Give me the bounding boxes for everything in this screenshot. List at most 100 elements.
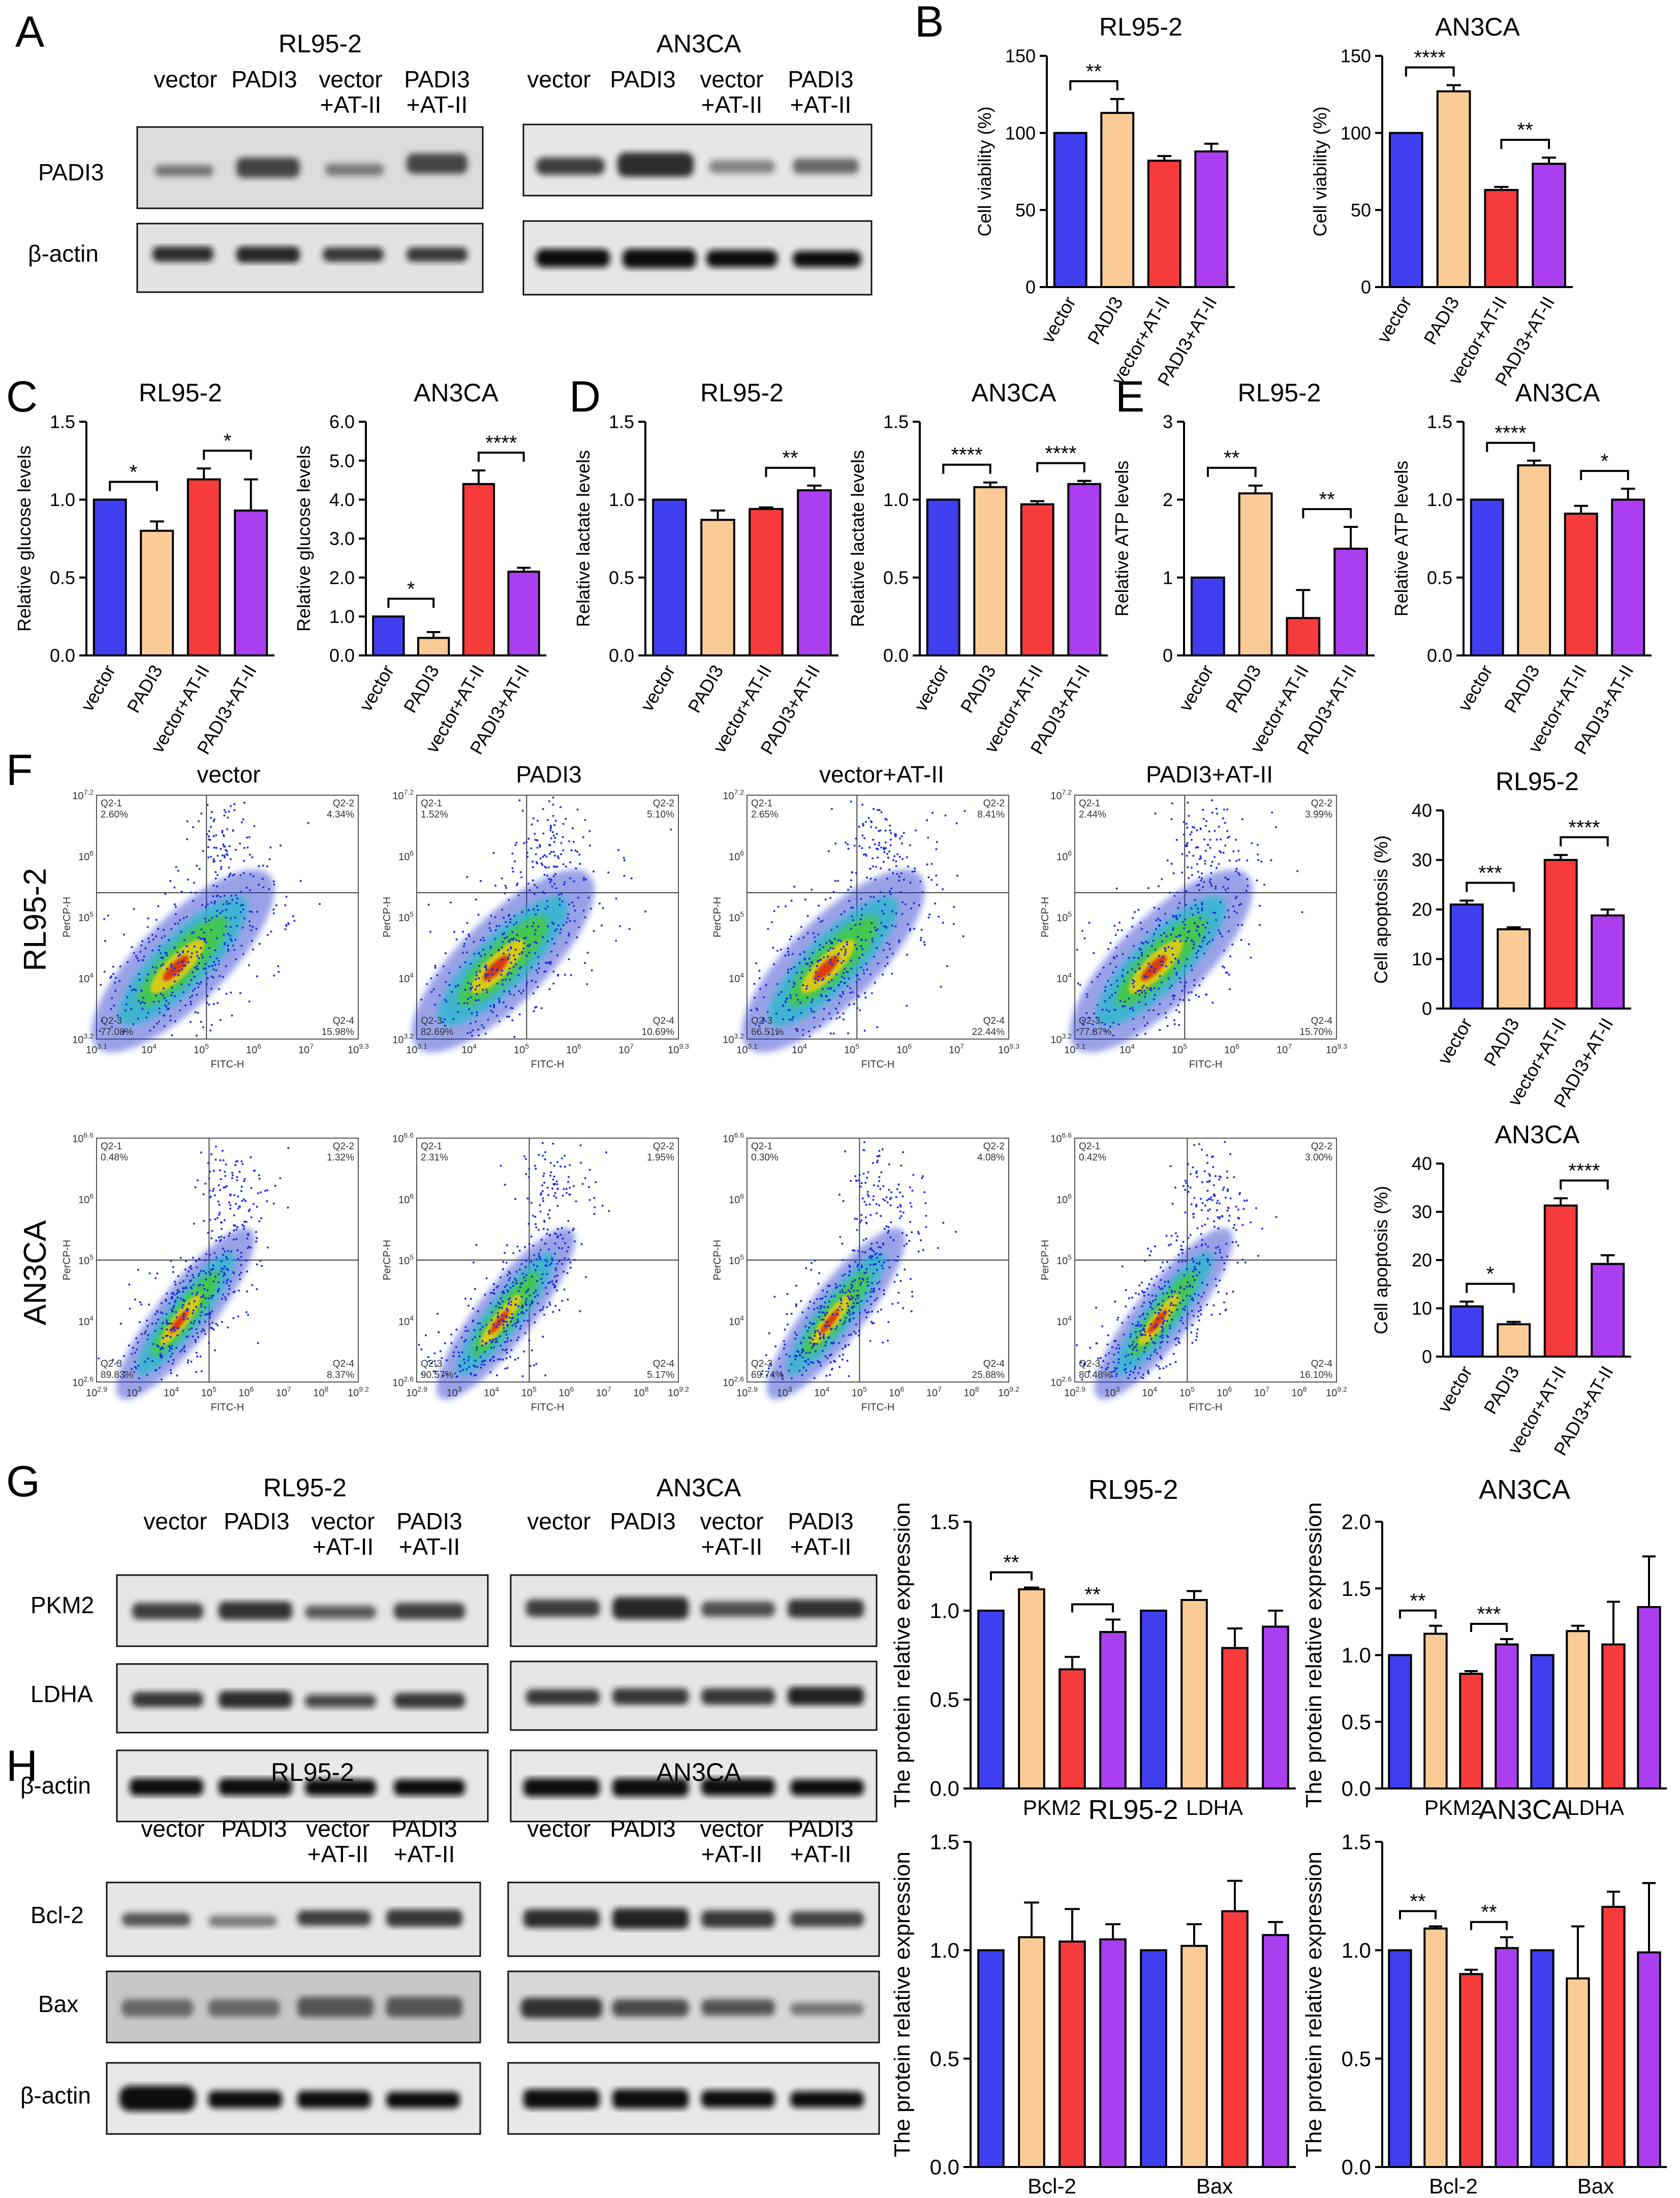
- scatter-dot: [524, 1246, 526, 1248]
- scatter-dot: [535, 913, 537, 916]
- scatter-dot: [462, 1358, 465, 1361]
- scatter-dot: [479, 880, 482, 882]
- quadrant-name: Q2-4: [983, 1359, 1005, 1369]
- scatter-dot: [1219, 1279, 1221, 1282]
- scatter-dot: [873, 1195, 875, 1198]
- scatter-dot: [1224, 822, 1226, 824]
- scatter-dot: [498, 999, 501, 1002]
- scatter-dot: [208, 830, 210, 832]
- scatter-dot: [1097, 976, 1099, 978]
- scatter-dot: [1179, 914, 1181, 917]
- scatter-dot: [800, 1300, 802, 1302]
- blot-band: [612, 2089, 689, 2109]
- scatter-dot: [849, 991, 852, 994]
- scatter-dot: [1181, 1322, 1184, 1325]
- scatter-dot: [1125, 1289, 1127, 1292]
- y-axis-label: Relative lactate levels: [573, 450, 594, 627]
- scatter-dot: [504, 1349, 507, 1352]
- scatter-dot: [862, 1173, 865, 1175]
- scatter-dot: [1225, 1197, 1227, 1199]
- scatter-dot: [1215, 1284, 1218, 1287]
- scatter-dot: [205, 905, 207, 908]
- scatter-dot: [1218, 1175, 1221, 1178]
- scatter-dot: [475, 999, 477, 1002]
- scatter-dot: [1192, 1270, 1195, 1273]
- scatter-dot: [847, 971, 849, 974]
- scatter-dot: [214, 1218, 216, 1220]
- scatter-dot: [171, 1034, 173, 1037]
- axis-tick-label: 105: [729, 910, 744, 924]
- scatter-dot: [565, 921, 568, 924]
- scatter-dot: [778, 1357, 781, 1360]
- scatter-dot: [532, 879, 534, 882]
- scatter-dot: [1169, 1266, 1171, 1269]
- scatter-dot: [269, 846, 272, 849]
- scatter-dot: [223, 1219, 226, 1221]
- scatter-dot: [487, 973, 489, 976]
- scatter-dot: [816, 965, 818, 967]
- scatter-dot: [523, 842, 525, 844]
- scatter-dot: [859, 923, 861, 925]
- scatter-dot: [185, 1260, 188, 1263]
- scatter-dot: [589, 907, 592, 910]
- scatter-dot: [763, 1019, 765, 1021]
- x-tick-label: PADI3: [683, 662, 727, 716]
- scatter-dot: [243, 1178, 246, 1180]
- scatter-dot: [226, 828, 228, 831]
- scatter-dot: [906, 856, 908, 859]
- scatter-dot: [256, 1237, 258, 1239]
- scatter-dot: [1159, 1029, 1161, 1031]
- scatter-dot: [869, 877, 872, 880]
- scatter-dot: [252, 875, 255, 877]
- scatter-dot: [1208, 1264, 1211, 1266]
- scatter-dot: [148, 1303, 150, 1306]
- scatter-dot: [134, 1298, 137, 1301]
- blot-bands: [523, 2089, 864, 2109]
- scatter-dot: [795, 994, 798, 996]
- scatter-dot: [466, 876, 469, 878]
- scatter-dot: [829, 1374, 831, 1376]
- scatter-dot: [1147, 1247, 1149, 1250]
- scatter-dot: [148, 1272, 151, 1275]
- scatter-dot: [504, 1251, 506, 1254]
- scatter-dot: [171, 1297, 174, 1300]
- scatter-dot: [548, 1209, 551, 1211]
- scatter-dot: [923, 944, 926, 946]
- scatter-dot: [112, 965, 114, 968]
- scatter-dot: [532, 1214, 535, 1217]
- scatter-dot: [1104, 1029, 1107, 1032]
- scatter-dot: [171, 1344, 173, 1347]
- scatter-dot: [477, 1322, 479, 1325]
- scatter-dot: [527, 909, 530, 912]
- scatter-dot: [222, 1159, 225, 1161]
- scatter-dot: [858, 957, 860, 959]
- scatter-dot: [1192, 1261, 1195, 1263]
- scatter-dot: [1196, 1335, 1198, 1338]
- scatter-dot: [884, 903, 886, 906]
- scatter-dot: [1091, 981, 1093, 983]
- x-tick-label: vector: [1037, 293, 1080, 347]
- scatter-dot: [514, 1303, 517, 1306]
- scatter-dot: [490, 1346, 492, 1349]
- scatter-dot: [1146, 1313, 1148, 1315]
- scatter-dot: [811, 1001, 813, 1003]
- bar: [1020, 503, 1054, 656]
- scatter-dot: [534, 1321, 536, 1324]
- scatter-dot: [1203, 1170, 1206, 1173]
- scatter-dot: [814, 940, 817, 943]
- bar: [1388, 1654, 1412, 1789]
- scatter-dot: [515, 884, 518, 887]
- scatter-dot: [240, 945, 243, 947]
- scatter-dot: [548, 877, 550, 880]
- scatter-dot: [176, 1293, 178, 1295]
- scatter-dot: [197, 967, 199, 970]
- blot-band: [323, 247, 384, 262]
- scatter-dot: [878, 1288, 881, 1291]
- scatter-dot: [884, 1199, 886, 1202]
- axis-tick-label: 103.2: [723, 1032, 744, 1046]
- scatter-dot: [1193, 1268, 1196, 1270]
- scatter-dot: [1152, 939, 1155, 942]
- scatter-dot: [1250, 956, 1252, 959]
- x-tick-label: vector: [1434, 1015, 1477, 1068]
